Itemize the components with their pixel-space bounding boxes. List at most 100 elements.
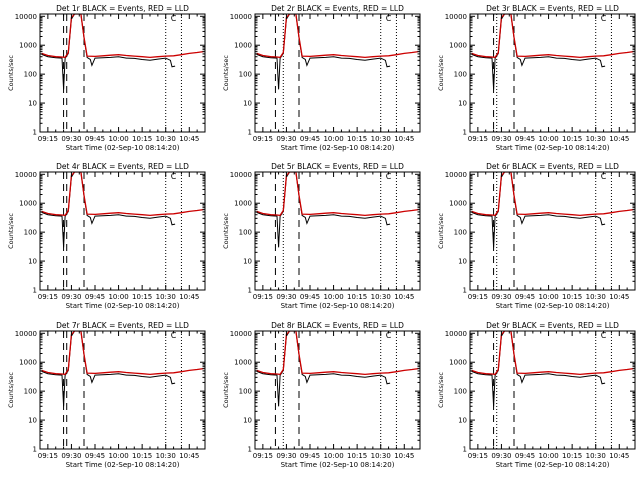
plot-frame [469,330,636,450]
series-events-line [471,14,606,90]
panel-det-7: 1 10 100 1000 10000 09:15 09:30 09:45 10:00 10:15… [7,321,206,469]
x-tick-label: 09:30 [61,452,81,460]
x-tick-label: 10:15 [562,135,582,143]
panel-title: Det 9r BLACK = Events, RED = LLD [486,321,619,330]
x-tick-label: 09:30 [491,293,511,301]
series-lld-line [256,14,419,59]
panel-marker-label: C [601,14,607,23]
panel-marker-label: C [171,172,177,181]
plot-frame [39,171,206,291]
x-tick-label: 10:30 [371,452,391,460]
x-tick-label: 10:30 [586,293,606,301]
x-axis-label: Start Time (02-Sep-10 08:14:20) [66,144,180,152]
y-tick-label: 100 [24,388,37,396]
y-tick-label: 10000 [230,171,252,179]
series-lld-line [41,14,204,59]
series-events-line [256,172,391,248]
x-tick-label: 10:30 [156,452,176,460]
y-tick-label: 1000 [234,42,252,50]
x-tick-label: 10:00 [108,293,128,301]
series-lld-line [471,331,634,376]
x-tick-label: 10:15 [347,293,367,301]
y-tick-label: 10000 [15,13,37,21]
y-tick-label: 100 [239,229,252,237]
x-tick-label: 10:15 [562,293,582,301]
x-tick-label: 10:45 [394,452,414,460]
x-tick-label: 10:15 [132,293,152,301]
y-tick-label: 10000 [230,13,252,21]
y-tick-label: 1 [463,446,467,454]
panel-title: Det 4r BLACK = Events, RED = LLD [56,162,189,171]
x-tick-label: 10:15 [562,452,582,460]
y-tick-label: 1 [248,446,252,454]
series-lld-line [471,14,634,59]
plot-frame [254,13,421,133]
y-tick-label: 1 [463,129,467,137]
x-tick-label: 10:45 [609,135,629,143]
y-tick-label: 1 [248,287,252,295]
panel-marker-label: C [386,331,392,340]
panel-det-3: 1 10 100 1000 10000 09:15 09:30 09:45 10:00 10:15… [437,4,636,152]
panel-det-1: 1 10 100 1000 10000 09:15 09:30 09:45 10:00 10:15… [7,4,206,152]
x-tick-label: 10:45 [179,293,199,301]
plot-area [471,14,634,90]
x-tick-label: 09:45 [300,293,320,301]
x-tick-label: 10:30 [156,135,176,143]
y-axis-label: Counts/sec [222,213,230,249]
panel-title: Det 1r BLACK = Events, RED = LLD [56,4,189,13]
y-axis-label: Counts/sec [7,55,15,91]
plot-area [471,331,634,407]
y-tick-label: 10000 [445,330,467,338]
x-tick-label: 10:00 [323,452,343,460]
y-tick-label: 10 [243,100,252,108]
panel-det-5: 1 10 100 1000 10000 09:15 09:30 09:45 10:00 10:15… [222,162,421,310]
series-events-line [471,331,606,407]
x-tick-label: 10:15 [347,452,367,460]
x-axis-label: Start Time (02-Sep-10 08:14:20) [66,461,180,469]
y-tick-label: 10000 [230,330,252,338]
y-axis-label: Counts/sec [222,372,230,408]
y-tick-label: 1000 [234,200,252,208]
y-tick-label: 1000 [19,200,37,208]
series-events-line [41,14,176,90]
x-axis-label: Start Time (02-Sep-10 08:14:20) [496,461,610,469]
panel-det-2: 1 10 100 1000 10000 09:15 09:30 09:45 10:00 10:15… [222,4,421,152]
x-tick-label: 10:00 [538,452,558,460]
panel-marker-label: C [171,14,177,23]
y-tick-label: 10 [243,258,252,266]
y-tick-label: 1 [248,129,252,137]
series-lld-line [256,172,419,217]
x-tick-label: 10:30 [586,135,606,143]
x-tick-label: 09:30 [276,452,296,460]
y-axis-label: Counts/sec [7,372,15,408]
y-tick-label: 1000 [234,359,252,367]
x-tick-label: 10:45 [179,135,199,143]
panel-det-9: 1 10 100 1000 10000 09:15 09:30 09:45 10:00 10:15… [437,321,636,469]
panel-marker-label: C [386,14,392,23]
plot-frame [469,171,636,291]
x-tick-label: 09:15 [253,293,273,301]
plot-area [41,172,204,248]
y-axis-label: Counts/sec [437,213,445,249]
x-axis-label: Start Time (02-Sep-10 08:14:20) [496,144,610,152]
series-lld-line [471,172,634,217]
y-tick-label: 100 [239,388,252,396]
panel-det-4: 1 10 100 1000 10000 09:15 09:30 09:45 10:00 10:15… [7,162,206,310]
panel-title: Det 6r BLACK = Events, RED = LLD [486,162,619,171]
panel-title: Det 3r BLACK = Events, RED = LLD [486,4,619,13]
y-tick-label: 100 [454,388,467,396]
plot-frame [39,330,206,450]
y-axis-label: Counts/sec [437,55,445,91]
y-tick-label: 1 [33,287,37,295]
y-tick-label: 100 [239,71,252,79]
series-lld-line [41,331,204,376]
y-tick-label: 1000 [19,359,37,367]
y-tick-label: 1000 [449,359,467,367]
x-tick-label: 09:45 [515,293,535,301]
x-tick-label: 09:15 [468,452,488,460]
y-tick-label: 1000 [449,42,467,50]
panel-marker-label: C [386,172,392,181]
panel-marker-label: C [601,331,607,340]
y-tick-label: 100 [24,229,37,237]
